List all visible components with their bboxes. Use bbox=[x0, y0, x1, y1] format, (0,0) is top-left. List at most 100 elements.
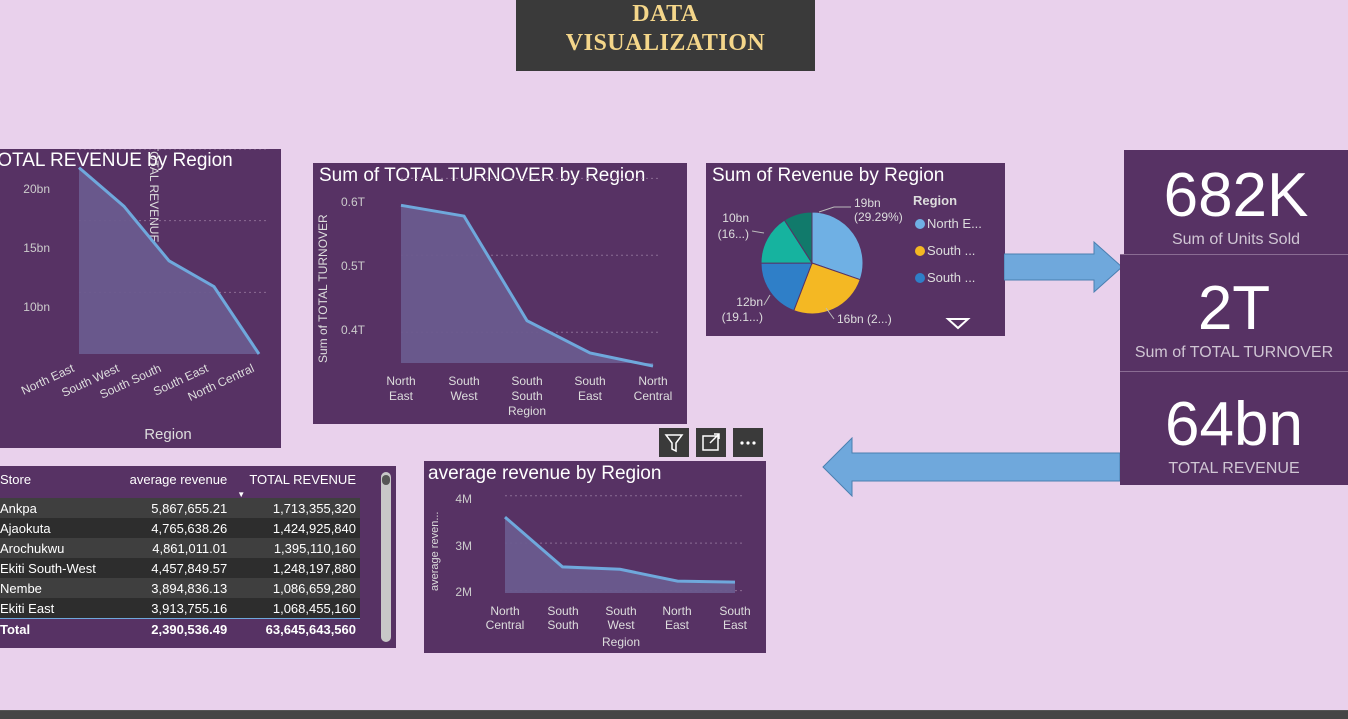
x-tick-label: West bbox=[450, 389, 478, 403]
title-line-2: VISUALIZATION bbox=[565, 30, 766, 56]
pie-slice bbox=[760, 262, 813, 312]
x-tick-label: East bbox=[723, 618, 748, 632]
table-cell: 1,248,197,880 bbox=[231, 558, 360, 578]
x-tick-label: East bbox=[578, 389, 603, 403]
column-header-average-revenue[interactable]: average revenue bbox=[129, 472, 228, 487]
x-tick-label: North bbox=[386, 374, 415, 388]
pie-slice bbox=[783, 211, 813, 265]
table-row[interactable]: Ekiti South-West 4,457,849.57 1,248,197,88… bbox=[0, 558, 360, 578]
area-fill bbox=[505, 517, 735, 593]
x-tick-label: North bbox=[638, 374, 667, 388]
leader-line bbox=[751, 230, 765, 234]
table-row[interactable]: Nembe 3,894,836.13 1,086,659,280 bbox=[0, 578, 360, 598]
focus-mode-button[interactable] bbox=[696, 428, 726, 457]
kpi-label: Sum of Units Sold bbox=[1171, 231, 1301, 248]
x-axis-title: Region bbox=[602, 635, 640, 649]
table-cell: 2,390,536.49 bbox=[112, 618, 232, 639]
scrollbar-thumb[interactable] bbox=[382, 475, 390, 485]
table-scrollbar[interactable] bbox=[381, 472, 391, 642]
legend-scroll-down-icon[interactable] bbox=[945, 318, 971, 330]
x-tick-label: Central bbox=[634, 389, 673, 403]
header-label: TOTAL REVENUE bbox=[249, 472, 356, 487]
x-tick-label: East bbox=[665, 618, 690, 632]
y-tick-label: 15bn bbox=[23, 241, 50, 255]
sort-descending-icon: ▼ bbox=[237, 490, 246, 499]
total-revenue-chart[interactable]: TOTAL REVENUE by Region TOTAL REVENUE 20… bbox=[0, 149, 281, 448]
legend-marker bbox=[915, 219, 925, 229]
kpi-total-turnover[interactable]: 2T Sum of TOTAL TURNOVER bbox=[1120, 254, 1348, 371]
x-tick-label: East bbox=[389, 389, 414, 403]
data-label: (19.1...) bbox=[722, 310, 763, 324]
store-revenue-table[interactable]: Store average revenue TOTAL REVENUE ▼ An… bbox=[0, 466, 396, 648]
data-label: 16bn (2...) bbox=[837, 312, 892, 326]
data-label: (16...) bbox=[718, 227, 749, 241]
x-tick-label: South bbox=[511, 389, 542, 403]
kpi-label: Sum of TOTAL TURNOVER bbox=[1134, 344, 1334, 361]
table-cell: Ankpa bbox=[0, 498, 113, 518]
revenue-pie-svg: 19bn (29.29%) 10bn (16...) 12bn (19.1...… bbox=[718, 193, 982, 330]
legend-item[interactable]: South ... bbox=[927, 243, 975, 258]
expand-icon bbox=[702, 433, 720, 451]
x-tick-label: South bbox=[511, 374, 542, 388]
x-tick-label: Central bbox=[486, 618, 525, 632]
page-tabs-bar[interactable] bbox=[0, 710, 1348, 719]
pie-slice bbox=[811, 211, 864, 281]
table-row[interactable]: Arochukwu 4,861,011.01 1,395,110,160 bbox=[0, 538, 360, 558]
column-header-total-revenue[interactable]: TOTAL REVENUE ▼ bbox=[231, 470, 360, 499]
x-tick-label: West bbox=[607, 618, 635, 632]
table-row[interactable]: Ankpa 5,867,655.21 1,713,355,320 bbox=[0, 498, 360, 518]
table-cell: Ajaokuta bbox=[0, 518, 113, 538]
table-cell: 1,086,659,280 bbox=[231, 578, 360, 598]
table-cell: Ekiti East bbox=[0, 598, 113, 619]
table-row[interactable]: Ekiti East 3,913,755.16 1,068,455,160 bbox=[0, 598, 360, 619]
kpi-total-revenue[interactable]: 64bn TOTAL REVENUE bbox=[1120, 371, 1348, 485]
x-tick-label: North bbox=[490, 604, 519, 618]
table-cell: 1,068,455,160 bbox=[231, 598, 360, 619]
right-arrow-icon bbox=[1004, 240, 1123, 294]
x-tick-label: South bbox=[547, 604, 578, 618]
y-axis-title: TOTAL REVENUE bbox=[147, 149, 161, 242]
table-cell: 5,867,655.21 bbox=[112, 498, 232, 518]
y-tick-label: 2M bbox=[455, 585, 472, 599]
legend-marker bbox=[915, 273, 925, 283]
table-cell: Total bbox=[0, 618, 113, 639]
total-turnover-chart[interactable]: Sum of TOTAL TURNOVER by Region Sum of T… bbox=[313, 163, 687, 424]
chart-title: Sum of Revenue by Region bbox=[712, 165, 945, 186]
table-cell: 4,765,638.26 bbox=[112, 518, 232, 538]
left-arrow-icon bbox=[822, 437, 1121, 497]
table-cell: 63,645,643,560 bbox=[231, 618, 360, 639]
x-tick-label: South bbox=[605, 604, 636, 618]
average-revenue-svg: average reven... 4M 3M 2M North Central … bbox=[429, 492, 751, 649]
x-tick-label: North bbox=[662, 604, 691, 618]
chart-title: Sum of TOTAL TURNOVER by Region bbox=[319, 165, 646, 186]
x-tick-label: South bbox=[574, 374, 605, 388]
leader-line bbox=[825, 307, 835, 320]
chart-title: average revenue by Region bbox=[428, 463, 662, 484]
leader-line bbox=[763, 294, 771, 306]
y-tick-label: 4M bbox=[455, 492, 472, 506]
table-cell: Ekiti South-West bbox=[0, 558, 113, 578]
legend-item[interactable]: North E... bbox=[927, 216, 982, 231]
table-row[interactable]: Ajaokuta 4,765,638.26 1,424,925,840 bbox=[0, 518, 360, 538]
table-cell: 1,713,355,320 bbox=[231, 498, 360, 518]
y-axis-title: average reven... bbox=[429, 512, 441, 592]
title-line-1: DATA bbox=[632, 1, 699, 27]
table-total-row: Total 2,390,536.49 63,645,643,560 bbox=[0, 618, 360, 639]
table-cell: 1,424,925,840 bbox=[231, 518, 360, 538]
filter-button[interactable] bbox=[659, 428, 689, 457]
more-options-button[interactable] bbox=[733, 428, 763, 457]
kpi-label: TOTAL REVENUE bbox=[1168, 460, 1300, 477]
chart-title: TOTAL REVENUE by Region bbox=[0, 150, 233, 171]
table-cell: Nembe bbox=[0, 578, 113, 598]
column-header-store[interactable]: Store bbox=[0, 472, 32, 487]
data-label: 12bn bbox=[736, 295, 763, 309]
legend-item[interactable]: South ... bbox=[927, 270, 975, 285]
revenue-pie-chart[interactable]: Sum of Revenue by Region 19bn (29.29%) 1… bbox=[706, 163, 1005, 336]
total-turnover-svg: Sum of TOTAL TURNOVER 0.6T 0.5T 0.4T Nor… bbox=[316, 177, 673, 418]
kpi-units-sold[interactable]: 682K Sum of Units Sold bbox=[1124, 150, 1348, 256]
y-tick-label: 10bn bbox=[23, 300, 50, 314]
legend-title: Region bbox=[913, 193, 957, 208]
average-revenue-chart[interactable]: average revenue by Region average reven.… bbox=[424, 461, 766, 653]
kpi-value: 2T bbox=[1197, 274, 1271, 343]
y-tick-label: 0.6T bbox=[341, 195, 366, 209]
